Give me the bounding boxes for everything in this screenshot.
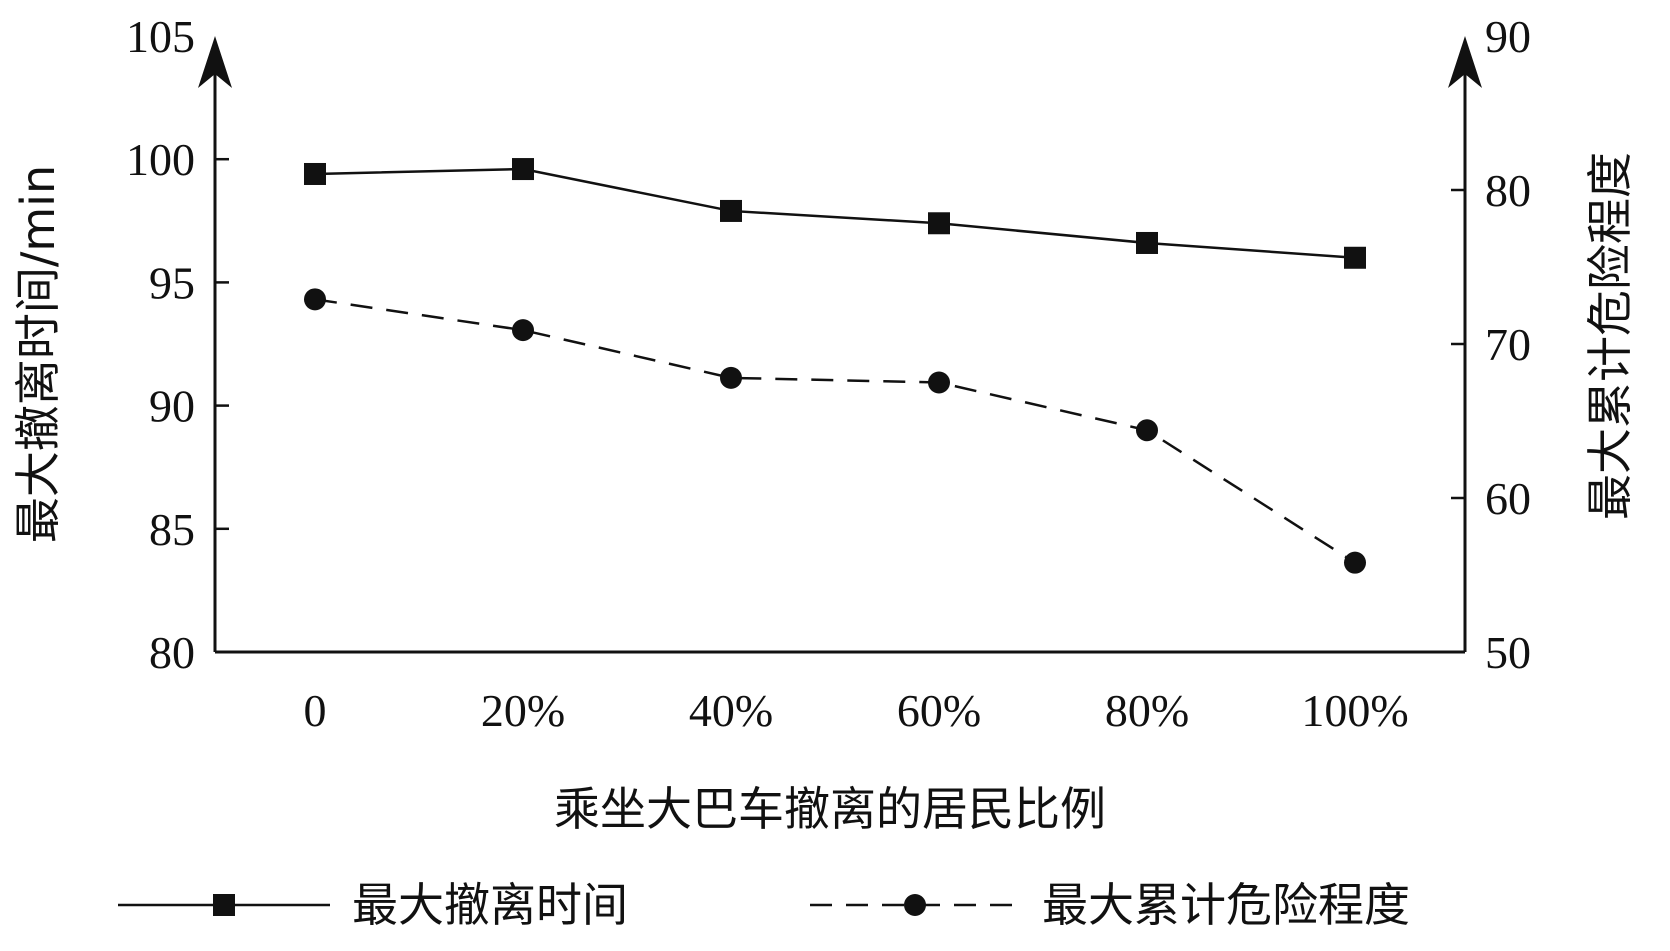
ticks: 80 85 90 95 100 105 50 60 70 80 90 0 20% 40% 60% 80% 100… [126,11,1531,736]
legend-marker-square [213,894,235,916]
data-point-circle [1344,551,1366,574]
y-axis-left-title: 最大撤离时间/min [11,165,65,543]
y-right-tick-label: 90 [1485,11,1531,62]
y-left-tick-label: 80 [149,627,195,678]
y-right-tick-label: 60 [1485,473,1531,524]
legend-label-risk-degree: 最大累计危险程度 [1042,878,1410,932]
data-point-square [1344,246,1366,269]
y-left-tick-label: 100 [126,134,195,185]
y-left-tick-label: 105 [126,11,195,62]
axes [198,36,1482,654]
y-axis-right-arrow [1448,36,1482,88]
legend: 最大撤离时间 最大累计危险程度 [118,878,1410,932]
y-right-tick-label: 80 [1485,165,1531,216]
x-tick-label: 80% [1105,685,1189,736]
x-tick-label: 60% [897,685,981,736]
y-right-tick-label: 50 [1485,627,1531,678]
x-tick-label: 40% [689,685,773,736]
y-left-tick-label: 85 [149,504,195,555]
y-axis-left-arrow [198,36,232,88]
data-point-square [928,212,950,235]
data-point-square [512,158,534,181]
data-point-circle [304,288,326,311]
data-point-circle [928,371,950,394]
x-axis-title: 乘坐大巴车撤离的居民比例 [554,782,1106,836]
series-line-0 [314,167,1356,260]
y-left-tick-label: 95 [149,257,195,308]
data-point-square [720,199,742,222]
legend-label-evacuation-time: 最大撤离时间 [352,878,628,932]
x-tick-label: 100% [1301,685,1408,736]
data-point-square [1136,231,1158,254]
data-point-circle [720,366,742,389]
y-right-tick-label: 70 [1485,319,1531,370]
x-tick-label: 20% [481,685,565,736]
y-left-tick-label: 90 [149,381,195,432]
data-point-square [304,162,326,185]
data-point-circle [512,319,534,342]
series-line-1 [314,298,1356,564]
legend-marker-circle [904,894,926,916]
data-point-circle [1136,419,1158,442]
series-layer [304,158,1366,574]
x-tick-label: 0 [304,685,327,736]
y-axis-right-title: 最大累计危险程度 [1583,152,1637,520]
